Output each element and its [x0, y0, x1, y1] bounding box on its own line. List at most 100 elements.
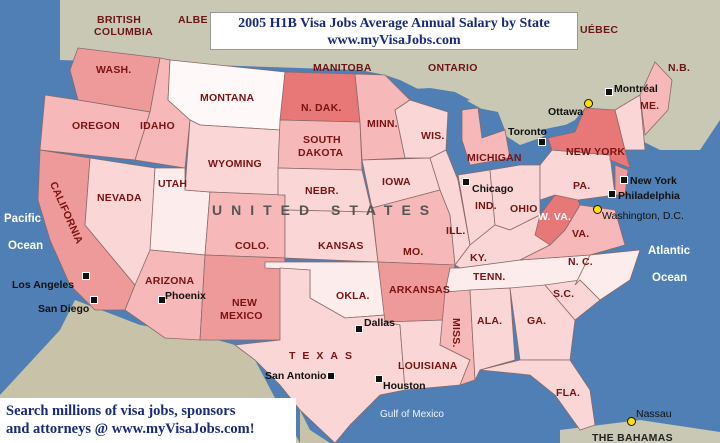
label-gulf-of-mexico: Gulf of Mexico: [380, 409, 444, 420]
label-toronto: Toronto: [508, 126, 547, 138]
label-me: ME.: [640, 100, 660, 112]
label-british-columbia-2: COLUMBIA: [94, 26, 153, 38]
state-wis: [394, 99, 449, 159]
label-atlantic-2: Ocean: [652, 272, 688, 284]
label-arkansas: ARKANSAS: [389, 284, 451, 296]
label-manitoba: MANITOBA: [313, 62, 372, 74]
state-me: [639, 61, 673, 136]
lake-ontario: [540, 124, 575, 138]
label-ontario: ONTARIO: [428, 62, 478, 74]
city-marker-houston: [375, 375, 383, 383]
label-alberta: ALBE: [178, 14, 208, 26]
label-pacific-2: Ocean: [8, 240, 44, 252]
label-washington: Washington, D.C.: [602, 210, 684, 222]
state-ga: [509, 284, 576, 361]
city-marker-washington: [593, 205, 602, 214]
city-marker-toronto: [538, 138, 546, 146]
label-montreal: Montréal: [614, 83, 658, 95]
label-ky: KY.: [470, 252, 487, 264]
city-marker-los-angeles: [82, 272, 90, 280]
label-tenn: TENN.: [473, 271, 506, 283]
lake-erie: [510, 145, 552, 165]
city-marker-dallas: [355, 325, 363, 333]
label-michigan: MICHIGAN: [467, 152, 522, 164]
state-ala: [469, 287, 516, 382]
label-louisiana: LOUISIANA: [398, 360, 458, 372]
label-quebec: UÉBEC: [580, 24, 619, 36]
label-colo: COLO.: [235, 240, 270, 252]
label-dallas: Dallas: [364, 317, 395, 329]
label-ill: ILL.: [446, 225, 466, 237]
state-fla: [479, 359, 596, 431]
state-new-york: [547, 107, 631, 169]
label-nc: N. C.: [568, 256, 593, 268]
map-title: 2005 H1B Visa Jobs Average Annual Salary…: [238, 16, 550, 31]
state-new-england: [614, 94, 646, 151]
label-wyoming: WYOMING: [208, 158, 262, 170]
label-fla: FLA.: [556, 387, 581, 399]
label-san-antonio: San Antonio: [265, 370, 327, 382]
label-new-mexico-1: NEW: [232, 297, 258, 309]
label-miss: MISS.: [450, 318, 462, 348]
label-va: VA.: [572, 228, 590, 240]
promo-box: Search millions of visa jobs, sponsors a…: [0, 398, 296, 443]
label-ottawa: Ottawa: [548, 106, 584, 118]
city-marker-philadelphia: [608, 190, 616, 198]
label-philadelphia: Philadelphia: [618, 190, 680, 202]
city-marker-montreal: [605, 88, 613, 96]
label-united-states: UNITED STATES: [212, 202, 439, 218]
label-minn: MINN.: [367, 118, 398, 130]
city-marker-chicago: [462, 178, 470, 186]
state-michigan: [461, 107, 511, 166]
label-texas: TEXAS: [289, 350, 360, 362]
label-nassau: Nassau: [636, 408, 672, 420]
label-ind: IND.: [475, 200, 497, 212]
label-wis: WIS.: [421, 130, 445, 142]
label-south-dakota-1: SOUTH: [303, 134, 341, 146]
label-ala: ALA.: [477, 315, 503, 327]
state-n-dak: [279, 71, 361, 123]
label-montana: MONTANA: [200, 92, 255, 104]
label-atlantic-1: Atlantic: [648, 245, 691, 257]
label-ga: GA.: [527, 315, 547, 327]
city-marker-new-york: [620, 176, 628, 184]
city-marker-san-antonio: [327, 372, 335, 380]
label-new-york: New York: [630, 175, 677, 187]
label-south-dakota-2: DAKOTA: [298, 147, 344, 159]
label-n-dak: N. DAK.: [301, 102, 342, 114]
map-title-box: 2005 H1B Visa Jobs Average Annual Salary…: [210, 12, 578, 50]
city-marker-phoenix: [158, 296, 166, 304]
label-phoenix: Phoenix: [165, 290, 206, 302]
label-houston: Houston: [383, 380, 426, 392]
label-nevada: NEVADA: [97, 192, 142, 204]
label-arizona: ARIZONA: [145, 275, 195, 287]
label-iowa: IOWA: [382, 176, 411, 188]
map-subtitle-url: www.myVisaJobs.com: [327, 33, 461, 48]
label-wash: WASH.: [96, 64, 132, 76]
promo-line-2: and attorneys @ www.myVisaJobs.com!: [6, 421, 255, 437]
label-w-va: W. VA.: [538, 211, 572, 223]
label-nb: N.B.: [668, 62, 691, 74]
label-san-diego: San Diego: [38, 303, 90, 315]
city-marker-san-diego: [90, 296, 98, 304]
label-los-angeles: Los Angeles: [12, 279, 75, 291]
label-pa: PA.: [573, 180, 591, 192]
label-oregon: OREGON: [72, 120, 120, 132]
lake-superior: [395, 88, 470, 104]
label-idaho: IDAHO: [140, 120, 175, 132]
city-marker-nassau: [627, 417, 636, 426]
label-sc: S.C.: [553, 288, 575, 300]
label-new-mexico-2: MEXICO: [220, 310, 263, 322]
state-texas: [233, 267, 406, 443]
label-bahamas: THE BAHAMAS: [592, 432, 673, 443]
mexico-gulf-coast: [300, 410, 330, 443]
label-utah: UTAH: [158, 178, 188, 190]
city-marker-ottawa: [584, 99, 593, 108]
label-nebr: NEBR.: [305, 185, 339, 197]
label-kansas: KANSAS: [318, 240, 364, 252]
label-okla: OKLA.: [336, 290, 370, 302]
label-new-york: NEW YORK: [566, 146, 626, 158]
label-pacific-1: Pacific: [4, 213, 42, 225]
label-chicago: Chicago: [472, 183, 514, 195]
